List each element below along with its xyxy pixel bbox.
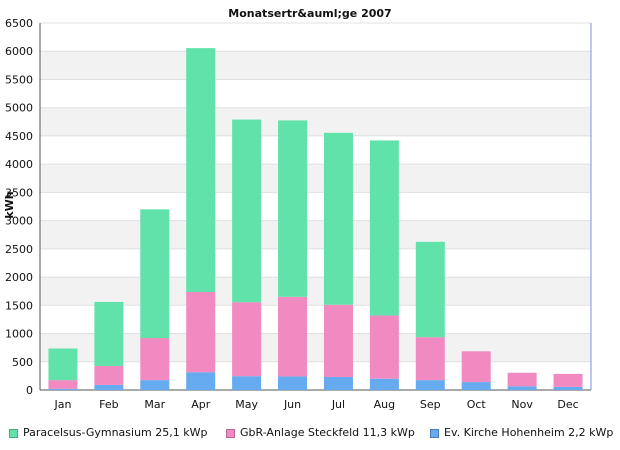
- x-tick-label: Apr: [191, 398, 211, 411]
- bar-segment: [415, 241, 445, 338]
- grid-band: [40, 361, 591, 390]
- y-tick-label: 4500: [5, 130, 33, 143]
- bar-segment: [140, 380, 170, 390]
- y-tick-label: 6500: [5, 17, 33, 30]
- bar-segment: [186, 292, 216, 373]
- y-tick-label: 1500: [5, 299, 33, 312]
- x-tick-label: Oct: [467, 398, 487, 411]
- legend-label-ev-kirche: Ev. Kirche Hohenheim 2,2 kWp: [444, 426, 614, 439]
- x-tick-label: Dec: [557, 398, 578, 411]
- bar-segment: [94, 301, 124, 367]
- grid-band: [40, 135, 591, 165]
- bar-segment: [140, 209, 170, 339]
- bar-segment: [553, 373, 583, 387]
- legend-item-paracelsus: Paracelsus-Gymnasium 25,1 kWp: [9, 425, 207, 441]
- bar-segment: [323, 304, 353, 378]
- grid-band: [40, 305, 591, 334]
- y-tick-label: 5500: [5, 73, 33, 86]
- legend-label-paracelsus: Paracelsus-Gymnasium 25,1 kWp: [23, 426, 208, 439]
- x-tick-label: Jun: [283, 398, 301, 411]
- legend-swatch-paracelsus: [9, 428, 18, 438]
- legend-item-gbr: GbR-Anlage Steckfeld 11,3 kWp: [226, 425, 415, 441]
- bar-segment: [48, 348, 78, 381]
- x-tick-label: Sep: [420, 398, 441, 411]
- grid-band: [40, 220, 591, 249]
- legend-swatch-ev-kirche: [430, 428, 439, 438]
- y-tick-label: 500: [12, 356, 33, 369]
- bar-segment: [415, 380, 445, 390]
- bar-segment: [461, 351, 491, 383]
- bar-segment: [278, 296, 308, 377]
- bar-segment: [140, 338, 170, 381]
- y-tick-label: 3000: [5, 215, 33, 228]
- grid-band: [40, 192, 591, 221]
- bar-segment: [323, 377, 353, 390]
- bar-segment: [369, 378, 399, 390]
- bar-segment: [323, 132, 353, 305]
- bar-segment: [507, 372, 537, 387]
- grid-band: [40, 333, 591, 362]
- x-tick-label: Jul: [331, 398, 345, 411]
- legend-label-gbr: GbR-Anlage Steckfeld 11,3 kWp: [240, 426, 415, 439]
- bar-segment: [507, 386, 537, 390]
- grid-band: [40, 164, 591, 193]
- bar-segment: [278, 120, 308, 297]
- chart-legend: Paracelsus-Gymnasium 25,1 kWp GbR-Anlage…: [9, 425, 617, 441]
- bar-segment: [48, 380, 78, 389]
- bar-segment: [415, 337, 445, 381]
- x-tick-label: Jan: [53, 398, 71, 411]
- legend-item-ev-kirche: Ev. Kirche Hohenheim 2,2 kWp: [430, 425, 613, 441]
- y-tick-label: 5000: [5, 102, 33, 115]
- bar-segment: [186, 372, 216, 390]
- grid-band: [40, 248, 591, 278]
- y-tick-label: 2500: [5, 243, 33, 256]
- bar-segment: [232, 119, 262, 303]
- bar-segment: [553, 386, 583, 390]
- bar-segment: [278, 376, 308, 390]
- bar-segment: [48, 388, 78, 390]
- grid-layer: [40, 22, 591, 391]
- x-tick-label: Mar: [144, 398, 165, 411]
- grid-band: [40, 51, 591, 80]
- y-axis-label: kWh: [3, 191, 16, 218]
- x-tick-labels: Jan Feb Mar Apr May Jun Jul Aug Sep Oct Nov Dec: [53, 398, 578, 411]
- y-tick-label: 3500: [5, 186, 33, 199]
- bar-segment: [369, 315, 399, 379]
- bar-segment: [232, 302, 262, 377]
- bar-segment: [461, 382, 491, 390]
- chart-title: Monatsertr&auml;ge 2007: [228, 7, 391, 20]
- bar-segment: [232, 376, 262, 390]
- x-tick-label: Feb: [99, 398, 118, 411]
- y-tick-label: 6000: [5, 45, 33, 58]
- x-tick-label: Aug: [374, 398, 395, 411]
- bar-segment: [94, 366, 124, 385]
- grid-band: [40, 79, 591, 108]
- y-tick-label: 4000: [5, 158, 33, 171]
- grid-band: [40, 277, 591, 306]
- bar-segment: [186, 48, 216, 293]
- y-tick-label: 1000: [5, 328, 33, 341]
- legend-swatch-gbr: [226, 428, 235, 438]
- y-tick-label: 2000: [5, 271, 33, 284]
- bar-segment: [369, 140, 399, 316]
- bars-layer: [48, 48, 583, 390]
- axis-layer: [39, 23, 592, 391]
- bar-segment: [94, 384, 124, 390]
- grid-band: [40, 23, 591, 52]
- grid-band: [40, 107, 591, 136]
- y-tick-labels: 0 500 1000 1500 2000 2500 3000 3500 4000 4500 5000…: [5, 17, 33, 397]
- y-tick-label: 0: [26, 384, 33, 397]
- x-tick-label: May: [235, 398, 258, 411]
- x-tick-label: Nov: [511, 398, 533, 411]
